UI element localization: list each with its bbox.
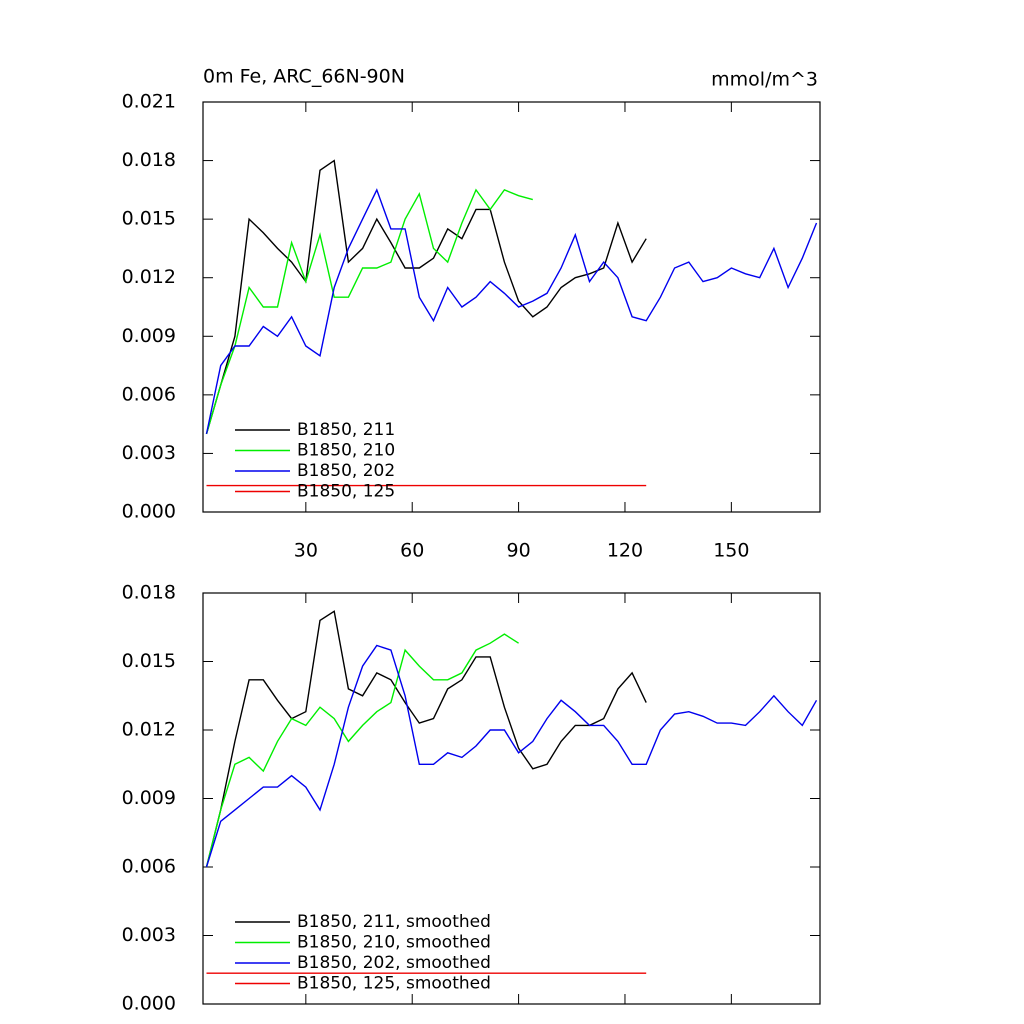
series-line (205, 188, 818, 435)
x-tick-label: 120 (607, 540, 643, 562)
x-tick-label: 60 (400, 540, 424, 562)
series-line (205, 159, 647, 435)
y-tick-label: 0.012 (122, 719, 176, 741)
y-tick-label: 0.018 (122, 582, 176, 604)
plot-frame (202, 592, 821, 1005)
y-tick-label: 0.015 (122, 650, 176, 672)
y-tick-label: 0.000 (122, 993, 176, 1015)
y-tick-label: 0.012 (122, 266, 176, 288)
legend-label: B1850, 211 (297, 420, 395, 440)
y-tick-label: 0.018 (122, 149, 176, 171)
legend-label: B1850, 125 (297, 482, 395, 502)
chart-title: 0m Fe, ARC_66N-90N (203, 66, 405, 88)
y-tick-label: 0.000 (122, 501, 176, 523)
x-tick-label: 150 (713, 540, 749, 562)
y-tick-label: 0.003 (122, 442, 176, 464)
y-tick-label: 0.006 (122, 856, 176, 878)
legend-label: B1850, 202, smoothed (297, 953, 491, 973)
legend-label: B1850, 125, smoothed (297, 974, 491, 994)
series-line (205, 610, 647, 868)
y-tick-label: 0.009 (122, 787, 176, 809)
y-tick-label: 0.003 (122, 924, 176, 946)
y-tick-label: 0.009 (122, 325, 176, 347)
y-tick-label: 0.015 (122, 208, 176, 230)
series-line (205, 188, 533, 435)
legend-label: B1850, 210, smoothed (297, 933, 491, 953)
series-line (205, 633, 519, 868)
units-label: mmol/m^3 (711, 69, 818, 91)
series-line (205, 644, 818, 868)
plot-frame (202, 101, 821, 513)
legend-label: B1850, 210 (297, 441, 395, 461)
y-tick-label: 0.021 (122, 91, 176, 113)
legend-label: B1850, 211, smoothed (297, 912, 491, 932)
x-tick-label: 30 (294, 540, 318, 562)
y-tick-label: 0.006 (122, 383, 176, 405)
legend-label: B1850, 202 (297, 461, 395, 481)
x-tick-label: 90 (506, 540, 530, 562)
